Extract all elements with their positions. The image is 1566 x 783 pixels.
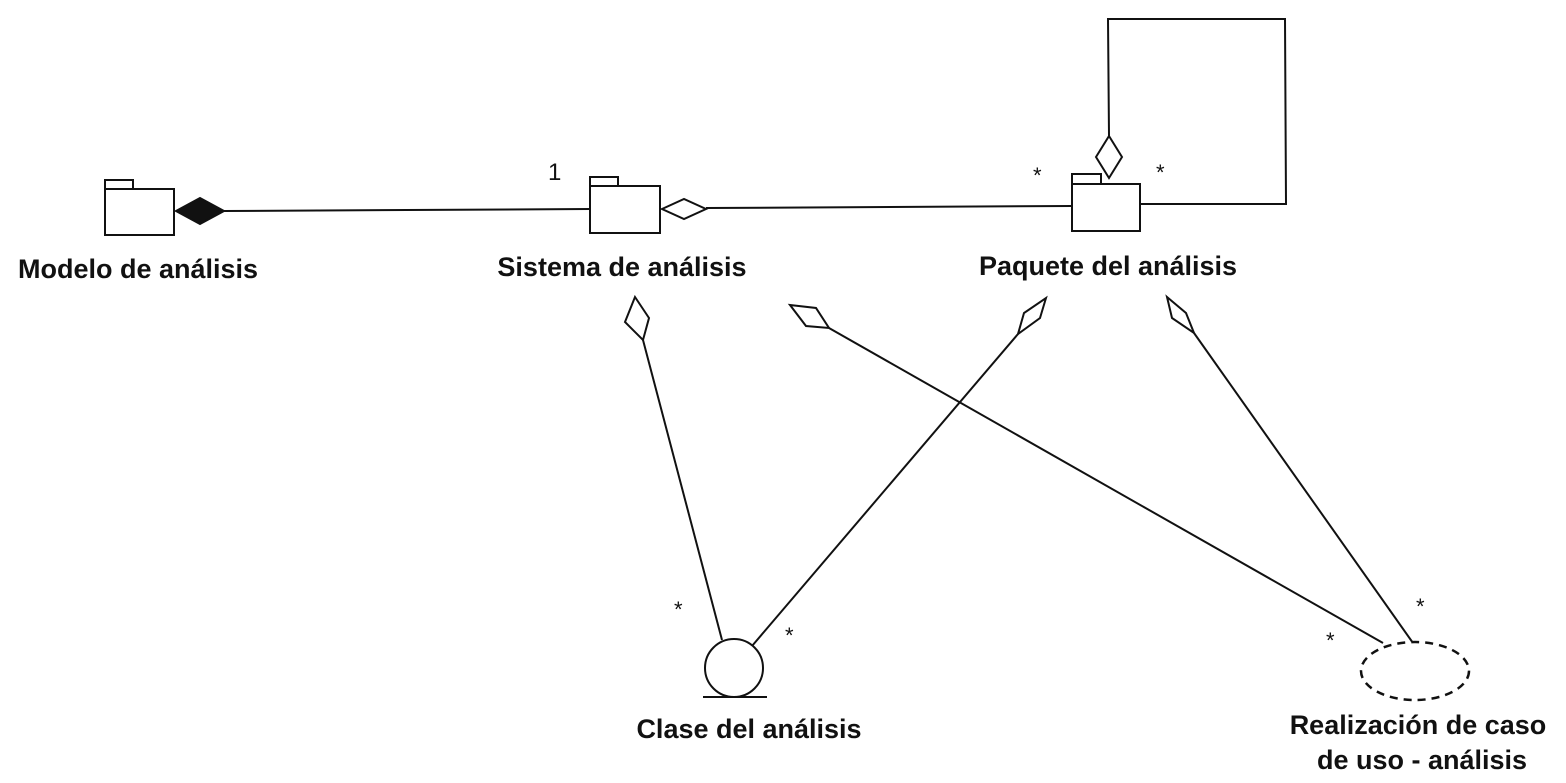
- package-body: [104, 188, 175, 236]
- label-realizacion-line1: Realización de caso: [1290, 710, 1547, 740]
- aggregation-diamond: [1016, 295, 1048, 337]
- edge-sistema-realizacion: [828, 327, 1384, 644]
- composition-diamond: [173, 196, 227, 226]
- package-modelo[interactable]: [104, 179, 175, 236]
- aggregation-diamond: [787, 303, 831, 330]
- multiplicity-realizacion-left: *: [1326, 628, 1335, 653]
- label-paquete: Paquete del análisis: [979, 251, 1237, 281]
- package-sistema[interactable]: [589, 176, 661, 234]
- edge-sistema-clase: [642, 339, 723, 641]
- package-paquete[interactable]: [1071, 173, 1141, 232]
- edge-paquete-realizacion: [1193, 332, 1414, 644]
- package-tab: [1071, 173, 1102, 185]
- aggregation-diamond: [1094, 134, 1124, 180]
- label-modelo: Modelo de análisis: [18, 254, 258, 284]
- package-body: [589, 185, 661, 234]
- multiplicity-clase-left: *: [674, 597, 683, 622]
- multiplicity-sistema: 1: [548, 159, 561, 186]
- package-tab: [104, 179, 134, 190]
- edge-modelo-sistema: [223, 208, 591, 212]
- multiplicity-paquete-left: *: [1033, 163, 1042, 188]
- aggregation-diamond: [1165, 294, 1197, 336]
- multiplicity-clase-right: *: [785, 623, 794, 648]
- package-body: [1071, 183, 1141, 232]
- edge-paquete-self: [1106, 18, 1288, 205]
- entity-clase[interactable]: [703, 638, 767, 698]
- package-tab: [589, 176, 619, 187]
- edge-paquete-clase: [751, 333, 1019, 647]
- aggregation-diamond: [659, 197, 709, 221]
- label-sistema: Sistema de análisis: [497, 252, 746, 282]
- multiplicity-realizacion-top: *: [1416, 594, 1425, 619]
- aggregation-diamond: [623, 294, 651, 342]
- multiplicity-paquete-right: *: [1156, 160, 1165, 185]
- entity-circle: [704, 638, 764, 698]
- edge-sistema-paquete: [705, 205, 1073, 209]
- label-clase: Clase del análisis: [636, 714, 861, 744]
- label-realizacion-line2: de uso - análisis: [1317, 745, 1527, 775]
- usecase-realization-ellipse[interactable]: [1359, 640, 1471, 702]
